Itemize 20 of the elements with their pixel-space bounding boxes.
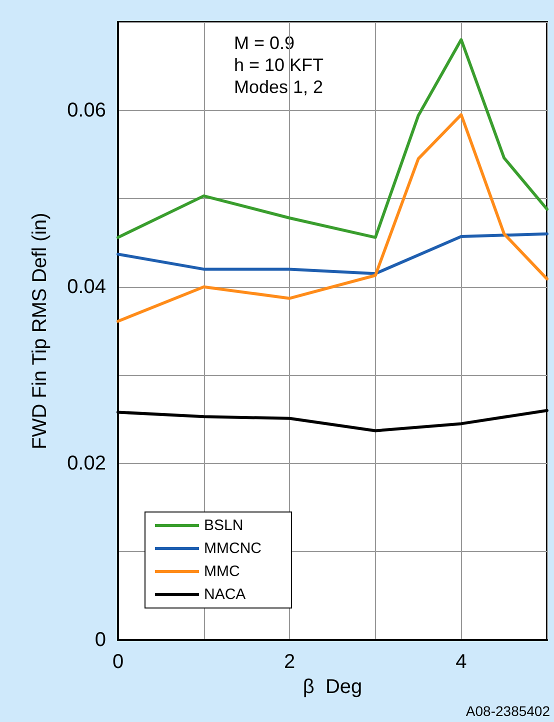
y-tick-label: 0.06 <box>67 99 106 122</box>
legend-label: MMC <box>204 563 240 580</box>
x-axis-title: β Deg <box>302 676 362 698</box>
y-tick-label: 0 <box>94 629 106 651</box>
y-axis-title: FWD Fin Tip RMS Defl (in) <box>29 212 51 450</box>
line-series <box>116 113 548 323</box>
annotation: M = 0.9 <box>234 33 295 53</box>
legend-label: BSLN <box>204 517 244 534</box>
line-series <box>116 38 548 239</box>
x-tick-label: 0 <box>112 651 124 673</box>
legend-label: MMCNC <box>204 540 262 557</box>
x-tick-label: 4 <box>456 651 467 673</box>
text: A08-2385402 <box>466 703 550 719</box>
annotation: Modes 1, 2 <box>234 77 324 97</box>
x-tick-label: 2 <box>284 651 296 673</box>
legend-label: NACA <box>204 586 246 603</box>
y-tick-label: 0.04 <box>67 276 106 298</box>
line-series <box>116 232 548 276</box>
y-tick-label: 0.02 <box>67 452 106 474</box>
annotation: h = 10 KFT <box>234 55 324 75</box>
